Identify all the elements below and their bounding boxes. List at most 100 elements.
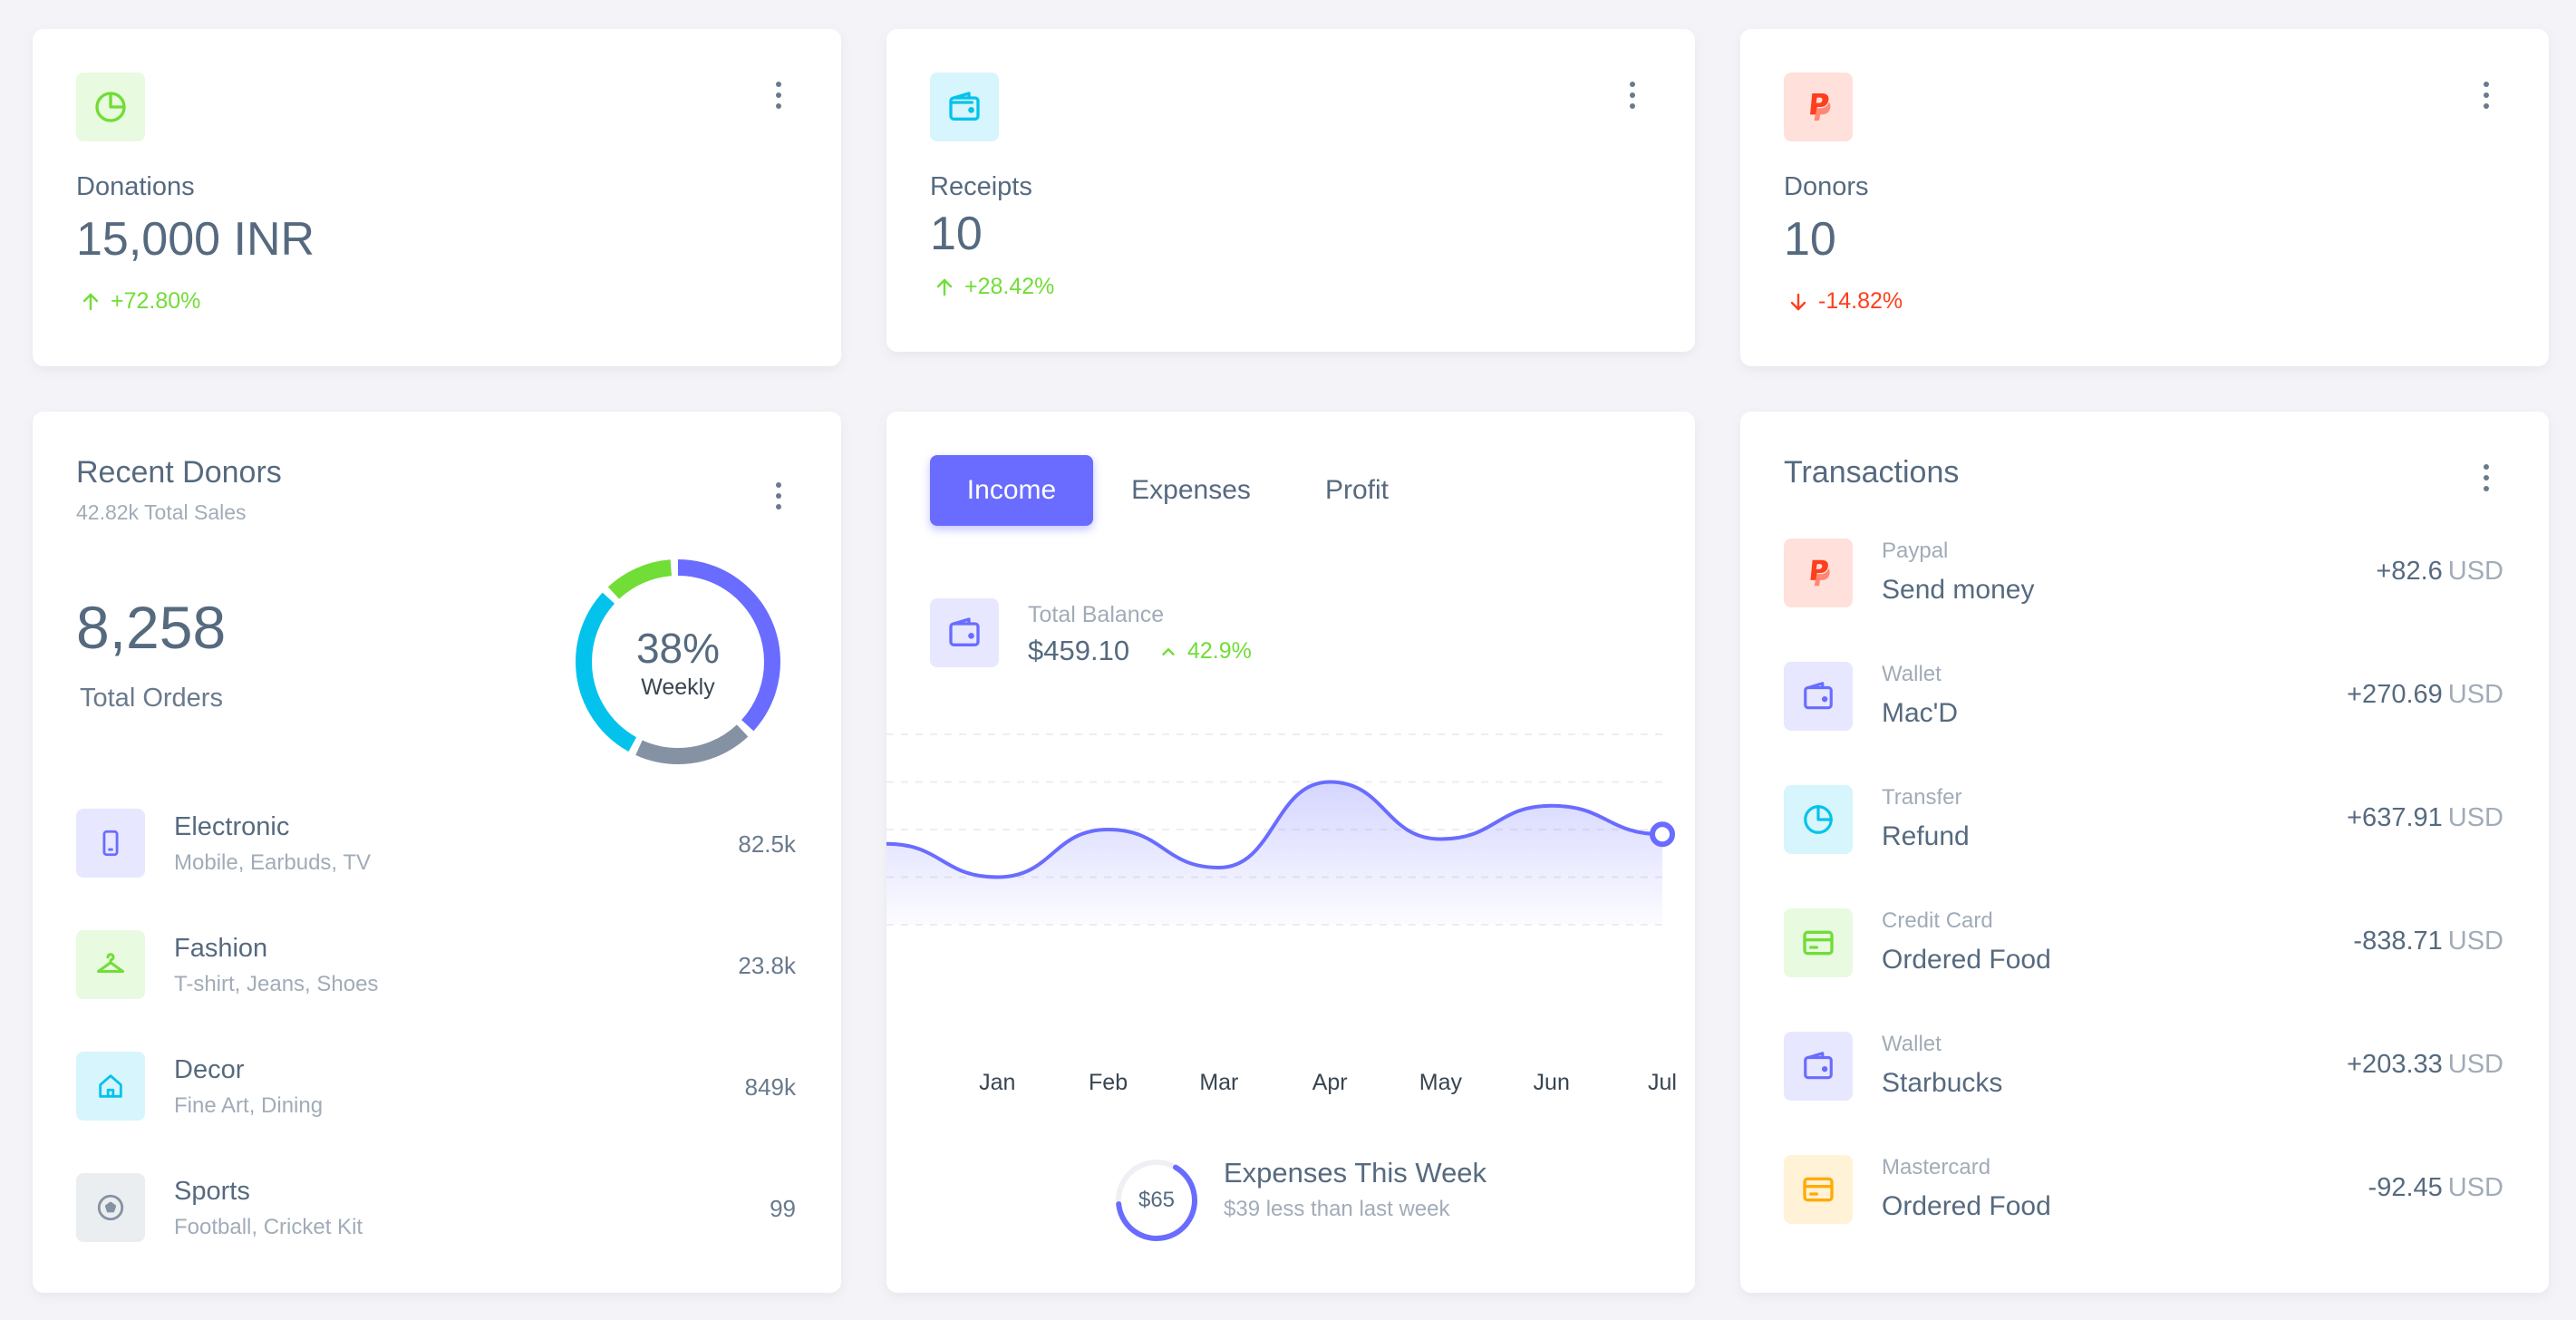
credit-card-icon-box <box>1784 1155 1853 1224</box>
arrow-up-icon <box>82 292 99 310</box>
expenses-subtitle: $39 less than last week <box>1224 1197 1450 1221</box>
credit-card-icon <box>1803 930 1834 956</box>
category-desc: Football, Cricket Kit <box>174 1215 363 1239</box>
recent-donors-subtitle: 42.82k Total Sales <box>76 500 247 524</box>
credit-card-icon <box>1803 1177 1834 1202</box>
x-tick-label: Apr <box>1312 1070 1348 1095</box>
tab-income[interactable]: Income <box>930 455 1093 526</box>
hanger-icon-box <box>76 930 145 999</box>
chevron-up-icon <box>1162 647 1175 655</box>
amount-currency: USD <box>2447 1173 2503 1202</box>
donations-trend: +72.80% <box>80 288 200 315</box>
transactions-menu-button[interactable] <box>2482 464 2491 491</box>
donut-label: Weekly <box>641 674 715 700</box>
x-tick-label: Jan <box>979 1070 1016 1095</box>
total-balance-trend: 42.9% <box>1158 638 1252 665</box>
category-name: Decor <box>174 1055 245 1084</box>
wallet-icon <box>1804 682 1833 710</box>
arrow-down-icon <box>1790 293 1806 311</box>
x-tick-label: Jul <box>1648 1070 1677 1095</box>
transaction-row[interactable]: Transfer Refund +637.91 USD <box>1784 785 2503 858</box>
donations-trend-value: +72.80% <box>111 288 201 314</box>
category-value: 82.5k <box>738 830 796 858</box>
category-value: 99 <box>770 1195 796 1222</box>
transaction-row[interactable]: Credit Card Ordered Food -838.71 USD <box>1784 908 2503 981</box>
transaction-row[interactable]: Wallet Starbucks +203.33 USD <box>1784 1032 2503 1104</box>
transaction-row[interactable]: Paypal Send money +82.6 USD <box>1784 539 2503 611</box>
receipts-menu-button[interactable] <box>1628 82 1637 109</box>
donations-card: Donations 15,000 INR +72.80% <box>33 29 841 366</box>
arrow-up-icon <box>936 277 953 296</box>
donors-value: 10 <box>1784 213 1836 266</box>
receipts-value: 10 <box>930 208 983 260</box>
area-fill <box>886 781 1662 925</box>
category-row-electronic[interactable]: Electronic Mobile, Earbuds, TV 82.5k <box>76 809 796 881</box>
transactions-title: Transactions <box>1784 455 1960 490</box>
hanger-icon <box>97 953 124 973</box>
donations-value: 15,000 INR <box>76 213 315 266</box>
amount-currency: USD <box>2447 680 2503 709</box>
donut-svg <box>576 559 780 764</box>
donut-percent: 38% <box>635 624 721 672</box>
transaction-amount: +637.91 USD <box>2347 803 2503 833</box>
transaction-type: Credit Card <box>1882 908 1993 933</box>
transaction-type: Paypal <box>1882 539 1949 563</box>
tab-profit[interactable]: Profit <box>1324 475 1390 505</box>
transaction-type: Wallet <box>1882 662 1942 686</box>
transaction-type: Mastercard <box>1882 1155 1991 1179</box>
category-row-decor[interactable]: Decor Fine Art, Dining 849k <box>76 1052 796 1124</box>
total-balance-value: $459.10 <box>1028 635 1130 666</box>
paypal-icon-box <box>1784 73 1853 141</box>
donut-segment <box>576 559 780 764</box>
transaction-row[interactable]: Wallet Mac'D +270.69 USD <box>1784 662 2503 734</box>
credit-card-icon-box <box>1784 908 1853 977</box>
transaction-name: Ordered Food <box>1882 945 2051 975</box>
donors-trend-value: -14.82% <box>1818 288 1903 314</box>
recent-donors-card: Recent Donors 42.82k Total Sales 8,258 T… <box>33 412 841 1293</box>
donors-label: Donors <box>1784 172 1869 201</box>
category-name: Sports <box>174 1177 250 1206</box>
pie-chart-icon-box <box>76 73 145 141</box>
data-point-last[interactable] <box>1650 821 1675 848</box>
transaction-name: Send money <box>1882 575 2035 605</box>
category-row-fashion[interactable]: Fashion T-shirt, Jeans, Shoes 23.8k <box>76 930 796 1003</box>
total-orders-value: 8,258 <box>76 594 227 661</box>
category-value: 849k <box>744 1073 796 1101</box>
wallet-icon <box>949 92 980 121</box>
category-row-sports[interactable]: Sports Football, Cricket Kit 99 <box>76 1173 796 1246</box>
transaction-name: Ordered Food <box>1882 1191 2051 1221</box>
category-desc: Fine Art, Dining <box>174 1093 324 1118</box>
x-tick-label: Jun <box>1533 1070 1570 1095</box>
ring-progress <box>1116 1160 1197 1241</box>
weekly-donut-chart: 38% Weekly <box>569 553 787 771</box>
transaction-amount: +203.33 USD <box>2347 1050 2503 1080</box>
recent-donors-title: Recent Donors <box>76 455 282 490</box>
donut-segment <box>576 559 780 764</box>
transaction-row[interactable]: Mastercard Ordered Food -92.45 USD <box>1784 1155 2503 1228</box>
paypal-icon <box>1810 93 1831 121</box>
transaction-amount: +270.69 USD <box>2347 680 2503 710</box>
donors-menu-button[interactable] <box>2482 82 2491 109</box>
amount-value: -92.45 <box>2368 1173 2443 1202</box>
football-icon <box>97 1194 124 1221</box>
transaction-name: Mac'D <box>1882 698 1959 728</box>
transaction-amount: +82.6 USD <box>2376 557 2503 587</box>
wallet-icon-box <box>930 73 999 141</box>
total-balance-trend-value: 42.9% <box>1187 638 1252 664</box>
category-desc: T-shirt, Jeans, Shoes <box>174 972 379 996</box>
recent-donors-menu-button[interactable] <box>774 482 783 510</box>
series-line <box>886 780 1663 879</box>
home-icon-box <box>76 1052 145 1121</box>
x-tick-label: Mar <box>1199 1070 1239 1095</box>
mobile-icon-box <box>76 809 145 878</box>
amount-currency: USD <box>2447 803 2503 832</box>
amount-currency: USD <box>2447 557 2503 586</box>
pie-chart-icon-box <box>1784 785 1853 854</box>
transaction-amount: -92.45 USD <box>2368 1173 2503 1203</box>
donations-menu-button[interactable] <box>774 82 783 109</box>
transaction-type: Transfer <box>1882 785 1962 810</box>
tab-expenses[interactable]: Expenses <box>1131 475 1251 505</box>
donations-label: Donations <box>76 172 195 201</box>
amount-value: +637.91 <box>2347 803 2443 832</box>
donut-segment <box>576 559 780 764</box>
